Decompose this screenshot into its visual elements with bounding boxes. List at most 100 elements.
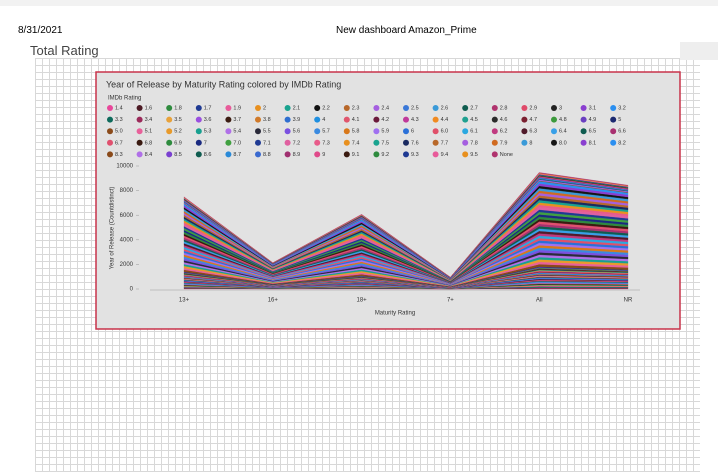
legend-swatch xyxy=(343,139,350,146)
legend-label: 6.6 xyxy=(618,129,626,135)
legend-swatch xyxy=(551,139,557,146)
y-tick-label: 2000 xyxy=(120,262,134,268)
legend-label: 1.9 xyxy=(233,105,241,111)
legend-label: 2 xyxy=(263,105,266,111)
legend-label: 5.5 xyxy=(263,129,271,135)
legend-swatch xyxy=(136,116,143,123)
legend-label: 5.7 xyxy=(322,129,330,135)
legend-label: 9.5 xyxy=(470,152,478,158)
legend-swatch xyxy=(284,116,291,123)
top-bar xyxy=(0,0,718,6)
legend-label: 4.9 xyxy=(589,117,597,123)
legend-label: 4 xyxy=(322,117,325,123)
legend-label: 2.9 xyxy=(529,105,537,111)
legend-swatch xyxy=(343,116,350,123)
legend-swatch xyxy=(107,116,113,123)
legend-swatch xyxy=(551,128,557,135)
legend-swatch xyxy=(255,139,261,146)
legend-swatch xyxy=(225,116,232,123)
legend-swatch xyxy=(580,116,587,123)
legend-label: 6.1 xyxy=(470,129,478,135)
legend-swatch xyxy=(107,128,113,135)
legend-label: 7.0 xyxy=(233,140,241,146)
legend-swatch xyxy=(462,116,469,123)
legend-swatch xyxy=(432,105,439,111)
legend-swatch xyxy=(107,105,113,111)
legend-label: 8.8 xyxy=(263,152,271,158)
legend-label: 7.9 xyxy=(500,140,508,146)
y-axis-label: Year of Release (Countdistinct) xyxy=(110,187,116,270)
legend-label: 4.2 xyxy=(381,117,389,123)
legend-swatch xyxy=(373,139,380,146)
legend-label: 8.9 xyxy=(293,152,301,158)
legend-swatch xyxy=(107,139,113,146)
legend-label: 7.3 xyxy=(322,140,330,146)
legend-swatch xyxy=(403,128,409,135)
legend-label: 7.2 xyxy=(293,140,301,146)
legend-label: 5.8 xyxy=(352,129,360,135)
x-tick-label: 13+ xyxy=(179,298,190,304)
legend-label: 8.1 xyxy=(589,140,597,146)
legend-swatch xyxy=(580,105,587,111)
legend-label: 4.8 xyxy=(559,117,567,123)
legend-swatch xyxy=(580,128,587,135)
x-tick-label: 18+ xyxy=(357,298,368,304)
legend-label: 6.4 xyxy=(559,129,567,135)
x-tick-label: 16+ xyxy=(268,298,279,304)
legend-swatch xyxy=(166,128,173,135)
legend-swatch xyxy=(551,116,557,123)
legend-label: 4.6 xyxy=(500,117,508,123)
legend-label: 6.0 xyxy=(441,129,449,135)
legend-swatch xyxy=(580,139,587,146)
legend-label: 6.3 xyxy=(529,129,537,135)
legend-label: 8.5 xyxy=(174,152,182,158)
legend-label: 3.6 xyxy=(204,117,212,123)
legend-swatch xyxy=(166,139,173,146)
legend-swatch xyxy=(373,116,380,123)
dashboard-title: New dashboard Amazon_Prime xyxy=(336,25,477,36)
legend-swatch xyxy=(195,128,202,135)
legend-swatch xyxy=(255,128,261,135)
legend-label: 7.4 xyxy=(352,140,360,146)
legend-title: IMDb Rating xyxy=(108,96,141,102)
legend-label: 8 xyxy=(529,140,532,146)
legend-label: 2.1 xyxy=(293,105,301,111)
legend-swatch xyxy=(314,151,321,158)
legend-swatch xyxy=(136,139,143,146)
legend-label: 8.4 xyxy=(145,152,153,158)
legend-label: 7.5 xyxy=(381,140,389,146)
y-tick-label: 8000 xyxy=(120,188,134,194)
legend-swatch xyxy=(314,139,321,146)
legend-swatch xyxy=(136,151,143,158)
legend-swatch xyxy=(491,139,498,146)
legend-label: 5.9 xyxy=(381,129,389,135)
legend-label: 6.7 xyxy=(115,140,123,146)
legend-label: 7.7 xyxy=(441,140,449,146)
legend-swatch xyxy=(610,105,617,111)
legend-swatch xyxy=(521,116,528,123)
legend-swatch xyxy=(432,128,439,135)
legend-swatch xyxy=(403,116,409,123)
legend-label: 2.8 xyxy=(500,105,508,111)
legend-swatch xyxy=(195,116,202,123)
legend-label: 3.7 xyxy=(233,117,241,123)
legend-swatch xyxy=(432,116,439,123)
legend-label: 3.5 xyxy=(174,117,182,123)
legend-swatch xyxy=(373,105,380,111)
legend-swatch xyxy=(373,128,380,135)
legend-swatch xyxy=(166,151,173,158)
legend-label: 1.4 xyxy=(115,105,123,111)
legend-swatch xyxy=(255,116,261,123)
legend-label: 8.0 xyxy=(559,140,567,146)
legend-label: 2.7 xyxy=(470,105,478,111)
legend-label: 4.4 xyxy=(441,117,449,123)
legend-label: 3.9 xyxy=(293,117,301,123)
legend-swatch xyxy=(462,139,469,146)
tab-title[interactable]: Total Rating xyxy=(30,43,99,58)
legend-label: 1.7 xyxy=(204,105,212,111)
area xyxy=(183,172,629,278)
legend-label: 3.8 xyxy=(263,117,271,123)
legend-swatch xyxy=(491,105,498,111)
legend-label: 5.3 xyxy=(204,129,212,135)
legend-swatch xyxy=(343,151,350,158)
